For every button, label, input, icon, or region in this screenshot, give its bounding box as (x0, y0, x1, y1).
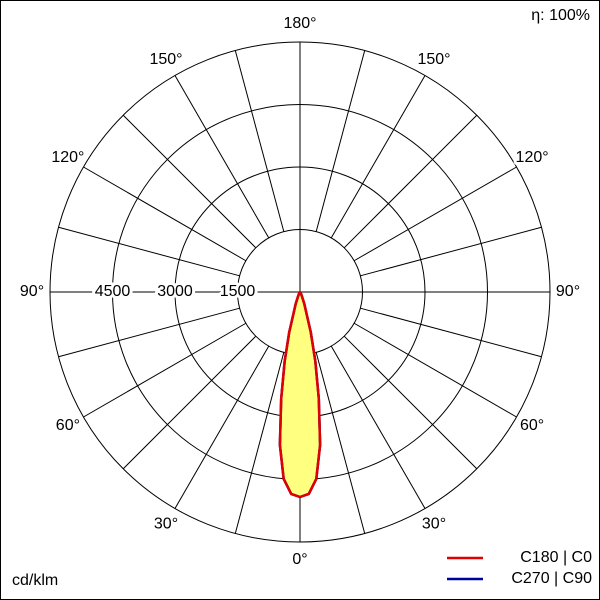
r-tick-label: 4500 (95, 283, 131, 300)
units-label: cd/klm (12, 572, 58, 589)
curve-line (299, 291, 322, 499)
angle-tick-label: 90° (20, 283, 44, 300)
radial-line (360, 226, 542, 277)
radial-line (353, 166, 517, 262)
radial-line (174, 75, 270, 239)
radial-line (83, 166, 247, 262)
curve-fill (279, 292, 300, 497)
curves (278, 291, 322, 499)
radial-line (360, 307, 542, 358)
radial-line (315, 352, 366, 534)
angle-tick-label: 60° (520, 417, 544, 434)
efficiency: η: 100% (531, 7, 590, 24)
legend-label: C180 | C0 (520, 549, 592, 566)
angle-tick-label: 150° (149, 51, 182, 68)
labels: 1500 3000 4500 0° 30° 30° 60° 60° 90° 90° 120° 120°… (17, 12, 583, 571)
legend-label: C270 | C90 (511, 570, 592, 587)
radial-line (174, 345, 270, 509)
curve-line (278, 291, 301, 499)
angle-tick-label: 180° (283, 15, 316, 32)
angle-tick-label: 30° (422, 515, 446, 532)
radial-line (343, 335, 478, 470)
grid (49, 41, 551, 543)
angle-tick-label: 30° (154, 515, 178, 532)
radial-line (234, 50, 285, 232)
legend: C180 | C0 C270 | C90 (447, 549, 592, 587)
radial-line (122, 335, 257, 470)
angle-tick-label: 120° (516, 149, 549, 166)
radial-line (330, 345, 426, 509)
radial-line (58, 226, 240, 277)
radial-line (330, 75, 426, 239)
r-tick-label: 3000 (157, 283, 193, 300)
radial-line (315, 50, 366, 232)
radial-line (343, 114, 478, 249)
radial-line (122, 114, 257, 249)
radial-line (83, 322, 247, 418)
angle-tick-label: 90° (556, 283, 580, 300)
angle-tick-label: 150° (417, 51, 450, 68)
radial-line (353, 322, 517, 418)
angle-tick-label: 0° (292, 551, 307, 568)
r-tick-label: 1500 (220, 283, 256, 300)
angle-tick-label: 120° (51, 149, 84, 166)
angle-tick-label: 60° (56, 417, 80, 434)
radial-line (234, 352, 285, 534)
radial-line (58, 307, 240, 358)
curve-fill (300, 292, 321, 497)
